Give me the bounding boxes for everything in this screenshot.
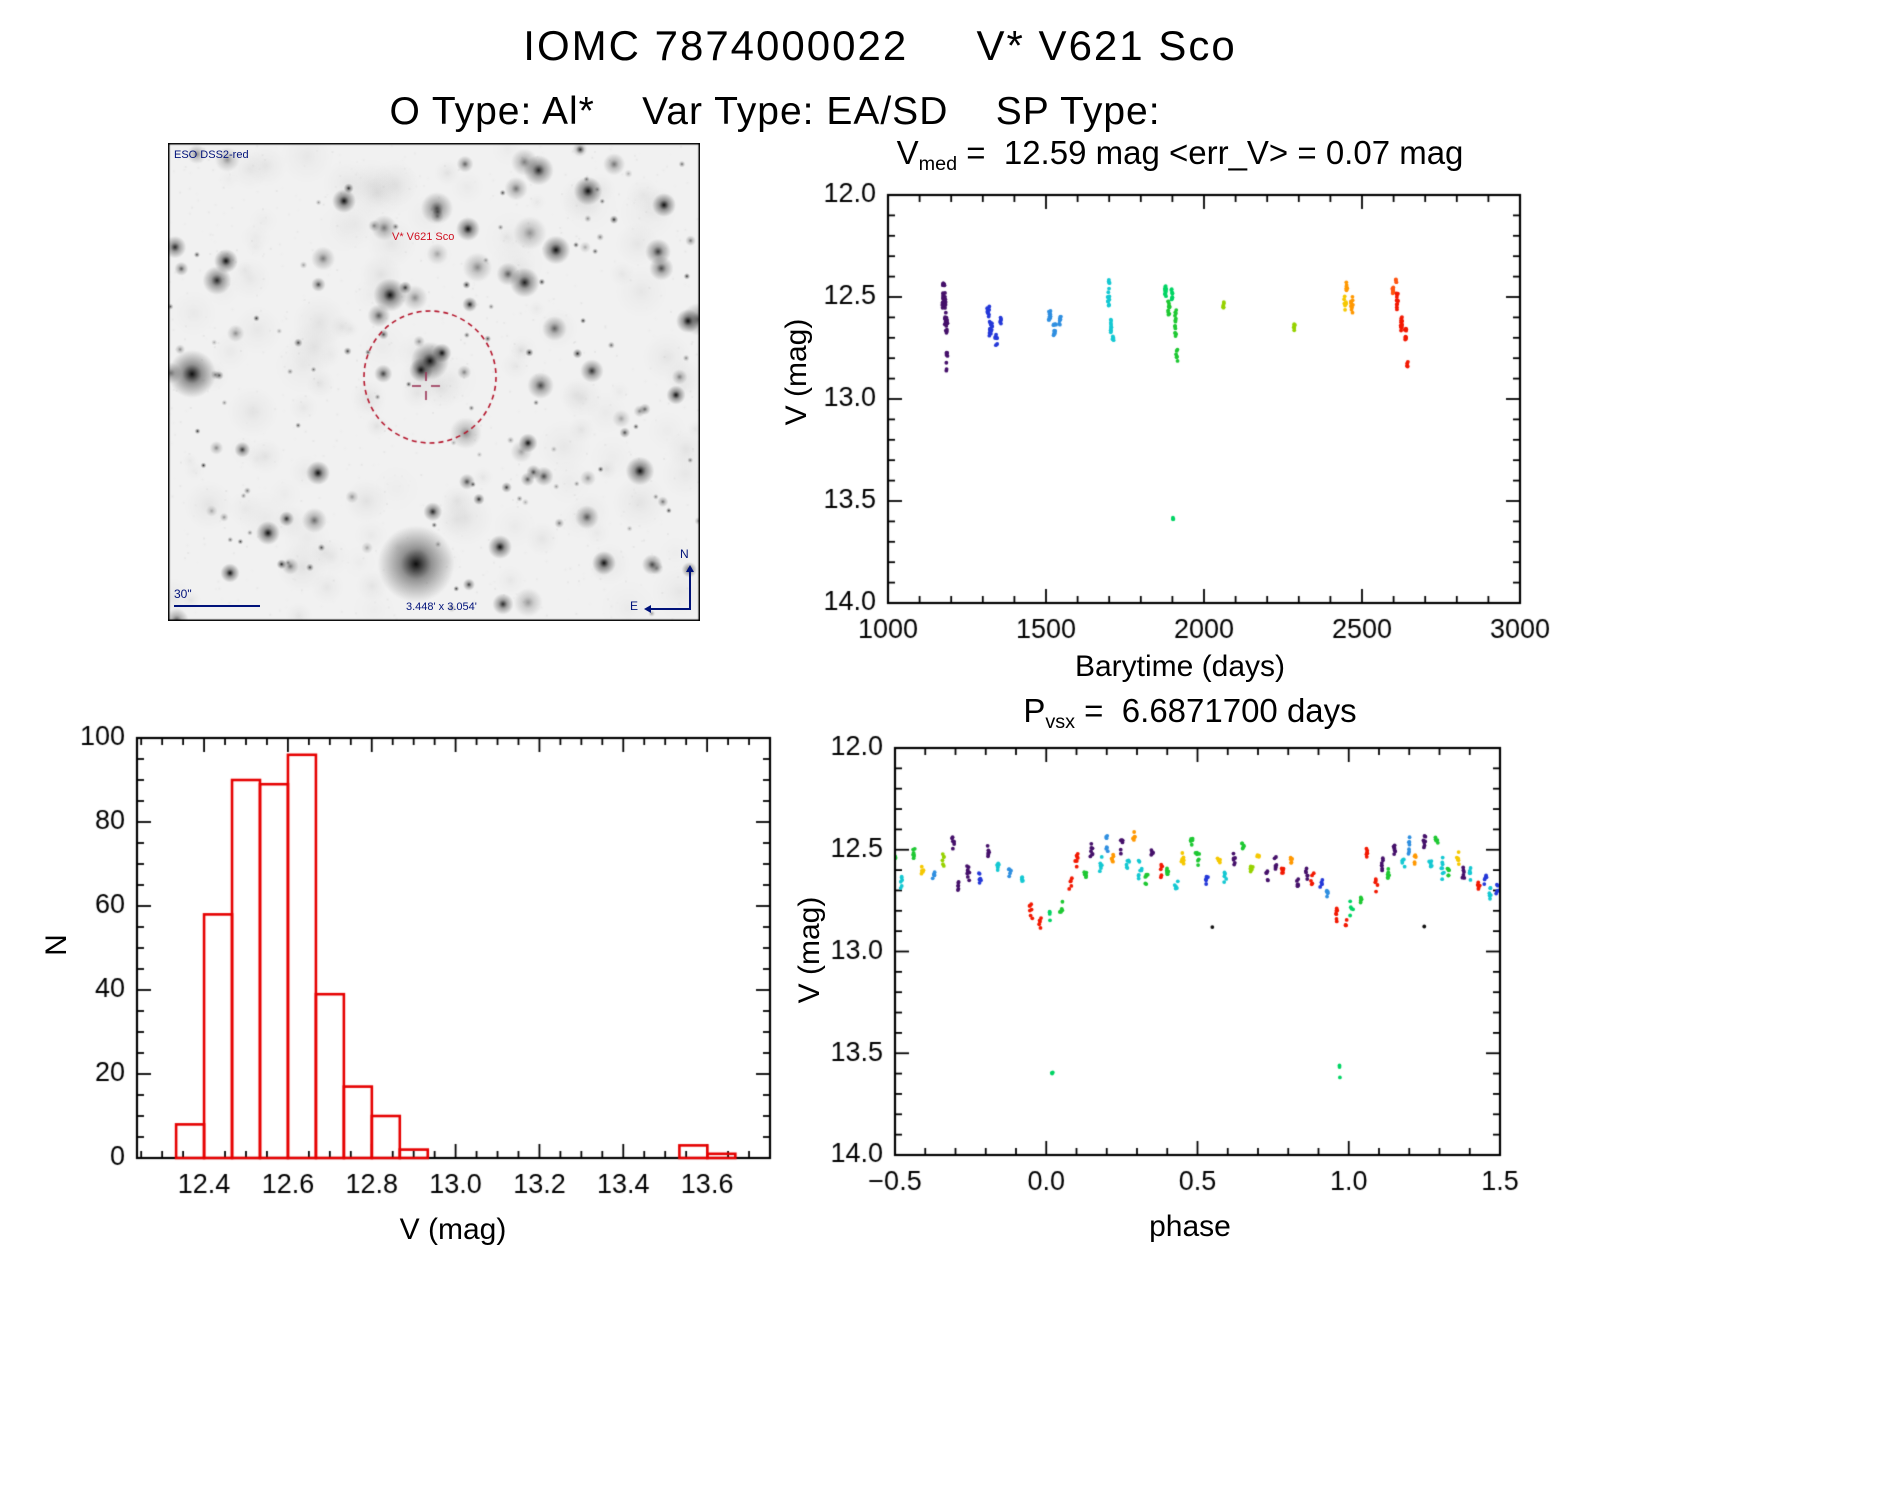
histogram-ylabel: N bbox=[40, 934, 73, 956]
lightcurve-ylabel: V (mag) bbox=[780, 318, 813, 426]
finder-chart: ESO DSS2-red V* V621 Sco 30" 3.448' x 3.… bbox=[168, 143, 700, 621]
page-subtitle: O Type: Al* Var Type: EA/SD SP Type: bbox=[389, 90, 1161, 133]
phase-plot-ylabel: V (mag) bbox=[793, 896, 826, 1004]
target-name-label: V* V621 Sco bbox=[392, 231, 455, 243]
histogram-panel: V (mag) N bbox=[40, 718, 800, 1278]
compass-north-label: N bbox=[680, 547, 689, 561]
phase-plot-xlabel: phase bbox=[1149, 1210, 1231, 1243]
lightcurve-panel: Vmed = 12.59 mag <err_V> = 0.07 mag Bary… bbox=[780, 134, 1580, 720]
phase-plot-panel: Pvsx = 6.6871700 days phase V (mag) bbox=[793, 692, 1580, 1280]
histogram-xlabel: V (mag) bbox=[399, 1213, 507, 1246]
finder-chart-canvas bbox=[168, 143, 700, 621]
scale-bar bbox=[174, 605, 260, 607]
scale-bar-label: 30" bbox=[174, 587, 192, 601]
compass-east-label: E bbox=[630, 599, 639, 613]
page-title: IOMC 7874000022 V* V621 Sco bbox=[523, 22, 1237, 69]
vmed-subscript: med bbox=[918, 152, 958, 175]
lightcurve-xlabel: Barytime (days) bbox=[1074, 650, 1286, 683]
period-symbol: P bbox=[1023, 692, 1046, 729]
compass-east-arrow bbox=[644, 605, 689, 613]
histogram-canvas bbox=[60, 718, 800, 1258]
compass-north-arrow bbox=[686, 565, 694, 610]
lightcurve-title: Vmed = 12.59 mag <err_V> = 0.07 mag bbox=[780, 134, 1580, 176]
phase-plot-canvas bbox=[800, 720, 1580, 1260]
survey-label: ESO DSS2-red bbox=[174, 149, 249, 161]
vmed-value: = 12.59 mag <err_V> = 0.07 mag bbox=[957, 134, 1464, 171]
lightcurve-canvas bbox=[780, 180, 1580, 680]
vmed-symbol: V bbox=[896, 134, 919, 171]
fov-size-label: 3.448' x 3.054' bbox=[406, 601, 477, 613]
